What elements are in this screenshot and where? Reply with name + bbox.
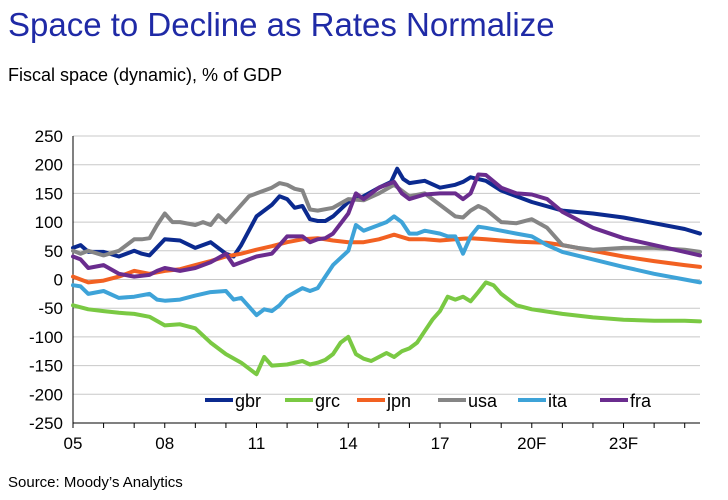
y-tick-label: -50	[38, 299, 63, 318]
legend-label-usa: usa	[468, 391, 498, 411]
y-tick-label: -250	[29, 414, 63, 433]
x-tick-label: 23F	[609, 434, 638, 453]
y-tick-label: -150	[29, 357, 63, 376]
gridlines	[73, 135, 700, 424]
y-tick-label: 150	[35, 184, 63, 203]
chart-subtitle: Fiscal space (dynamic), % of GDP	[8, 65, 283, 85]
x-tick-label: 20F	[517, 434, 546, 453]
legend-label-gbr: gbr	[235, 391, 261, 411]
series-line-grc	[71, 280, 702, 377]
series-line-ita	[71, 214, 702, 318]
series-line-fra	[71, 172, 702, 279]
y-tick-label: 100	[35, 213, 63, 232]
y-tick-label: 200	[35, 156, 63, 175]
y-tick-label: -100	[29, 328, 63, 347]
legend-label-grc: grc	[315, 391, 340, 411]
legend-label-jpn: jpn	[386, 391, 411, 411]
series-line-usa	[71, 181, 702, 258]
x-tick-label: 14	[339, 434, 358, 453]
series-line-jpn	[71, 232, 702, 285]
legend-label-ita: ita	[548, 391, 568, 411]
y-tick-label: -200	[29, 385, 63, 404]
series-lines	[71, 166, 702, 377]
legend-label-fra: fra	[630, 391, 652, 411]
y-tick-label: 50	[44, 242, 63, 261]
source-note: Source: Moody’s Analytics	[8, 474, 183, 491]
chart-title: Space to Decline as Rates Normalize	[8, 6, 555, 43]
series-line-gbr	[71, 166, 702, 259]
y-tick-label: 250	[35, 127, 63, 146]
x-tick-label: 08	[155, 434, 174, 453]
x-tick-label: 05	[64, 434, 83, 453]
y-tick-label: 0	[54, 271, 63, 290]
x-tick-label: 17	[431, 434, 450, 453]
legend: gbr grc jpn usa ita fra	[205, 391, 652, 411]
x-tick-label: 11	[248, 434, 266, 453]
